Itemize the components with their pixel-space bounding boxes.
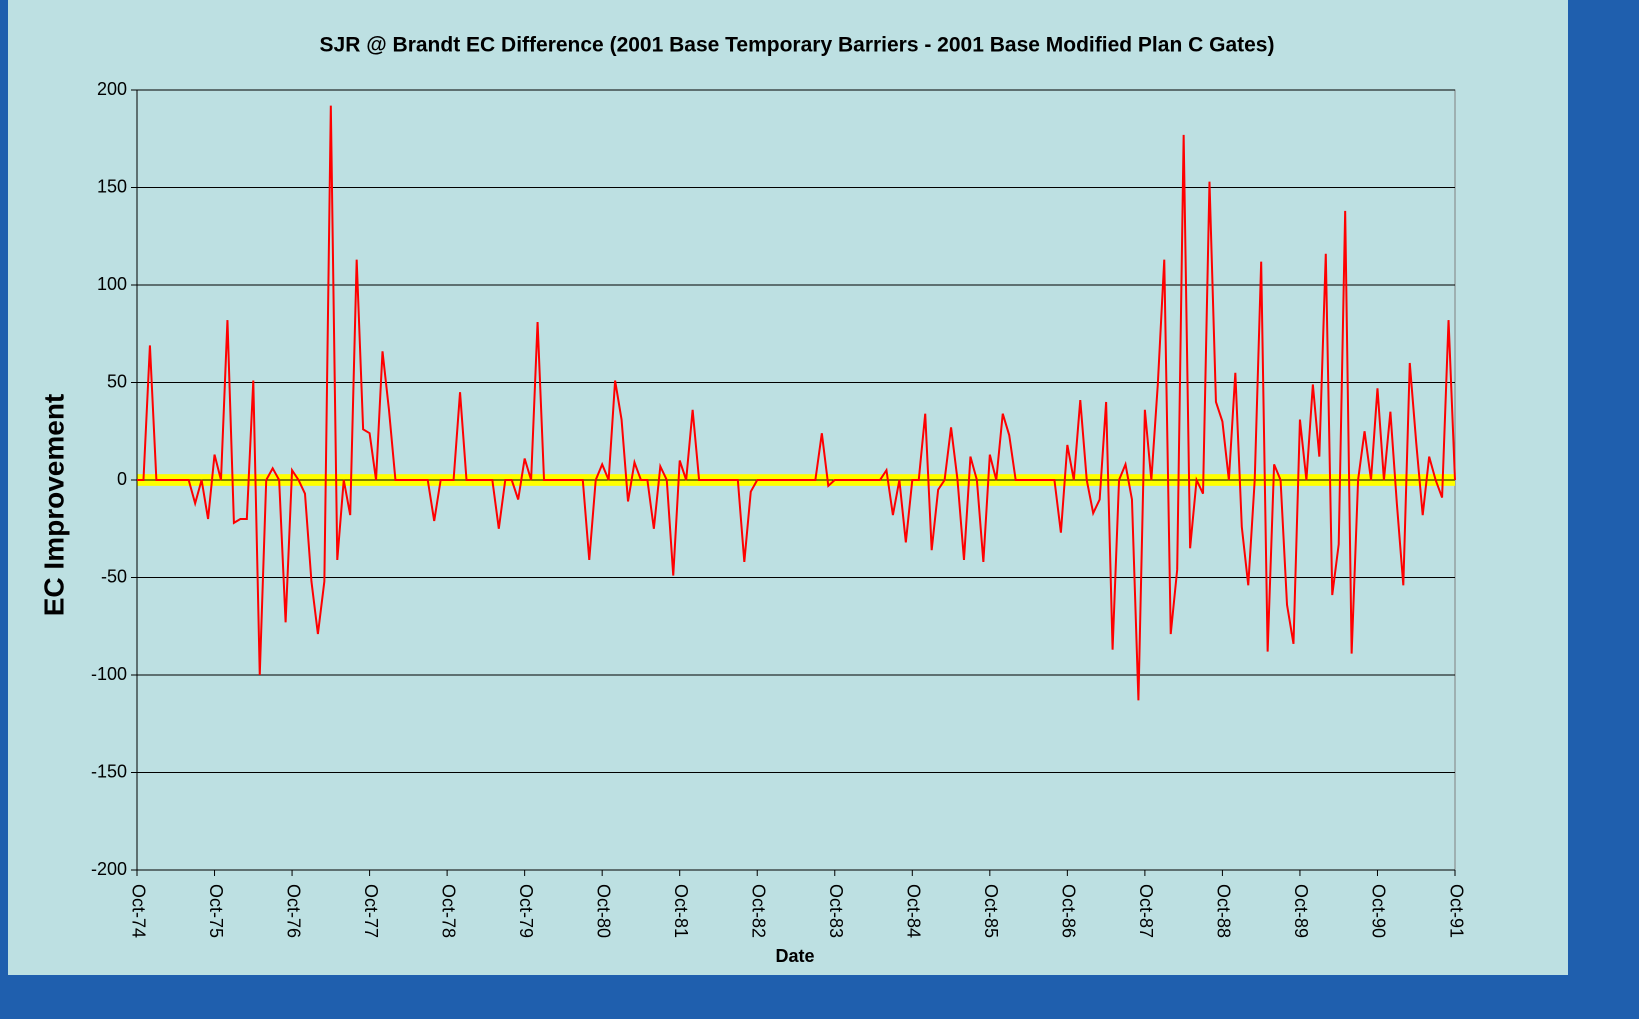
x-tick-label: Oct-89 xyxy=(1291,884,1311,938)
y-tick-label: 100 xyxy=(97,274,127,294)
y-tick-label: -150 xyxy=(91,761,127,781)
x-tick-label: Oct-80 xyxy=(593,884,613,938)
x-tick-label: Oct-87 xyxy=(1136,884,1156,938)
x-tick-label: Oct-82 xyxy=(748,884,768,938)
x-tick-label: Oct-78 xyxy=(438,884,458,938)
y-axis-title: EC Improvement xyxy=(38,394,69,617)
data-line xyxy=(137,105,1456,701)
y-tick-label: 200 xyxy=(97,79,127,99)
x-tick-label: Oct-83 xyxy=(826,884,846,938)
x-tick-label: Oct-86 xyxy=(1059,884,1079,938)
x-tick-label: Oct-74 xyxy=(128,884,148,938)
y-tick-label: 50 xyxy=(107,371,127,391)
y-tick-label: 150 xyxy=(97,176,127,196)
chart-title: SJR @ Brandt EC Difference (2001 Base Te… xyxy=(320,34,1275,57)
x-tick-label: Oct-76 xyxy=(283,884,303,938)
x-tick-label: Oct-75 xyxy=(206,884,226,938)
x-tick-label: Oct-79 xyxy=(516,884,536,938)
x-tick-label: Oct-91 xyxy=(1446,884,1466,938)
x-tick-label: Oct-90 xyxy=(1369,884,1389,938)
x-tick-label: Oct-84 xyxy=(904,884,924,938)
x-axis-title: Date xyxy=(775,946,814,966)
y-tick-label: -200 xyxy=(91,859,127,879)
x-tick-label: Oct-88 xyxy=(1214,884,1234,938)
y-tick-label: -100 xyxy=(91,664,127,684)
x-tick-label: Oct-81 xyxy=(671,884,691,938)
y-tick-label: 0 xyxy=(117,469,127,489)
y-tick-label: -50 xyxy=(101,566,127,586)
x-tick-label: Oct-77 xyxy=(361,884,381,938)
x-tick-label: Oct-85 xyxy=(981,884,1001,938)
